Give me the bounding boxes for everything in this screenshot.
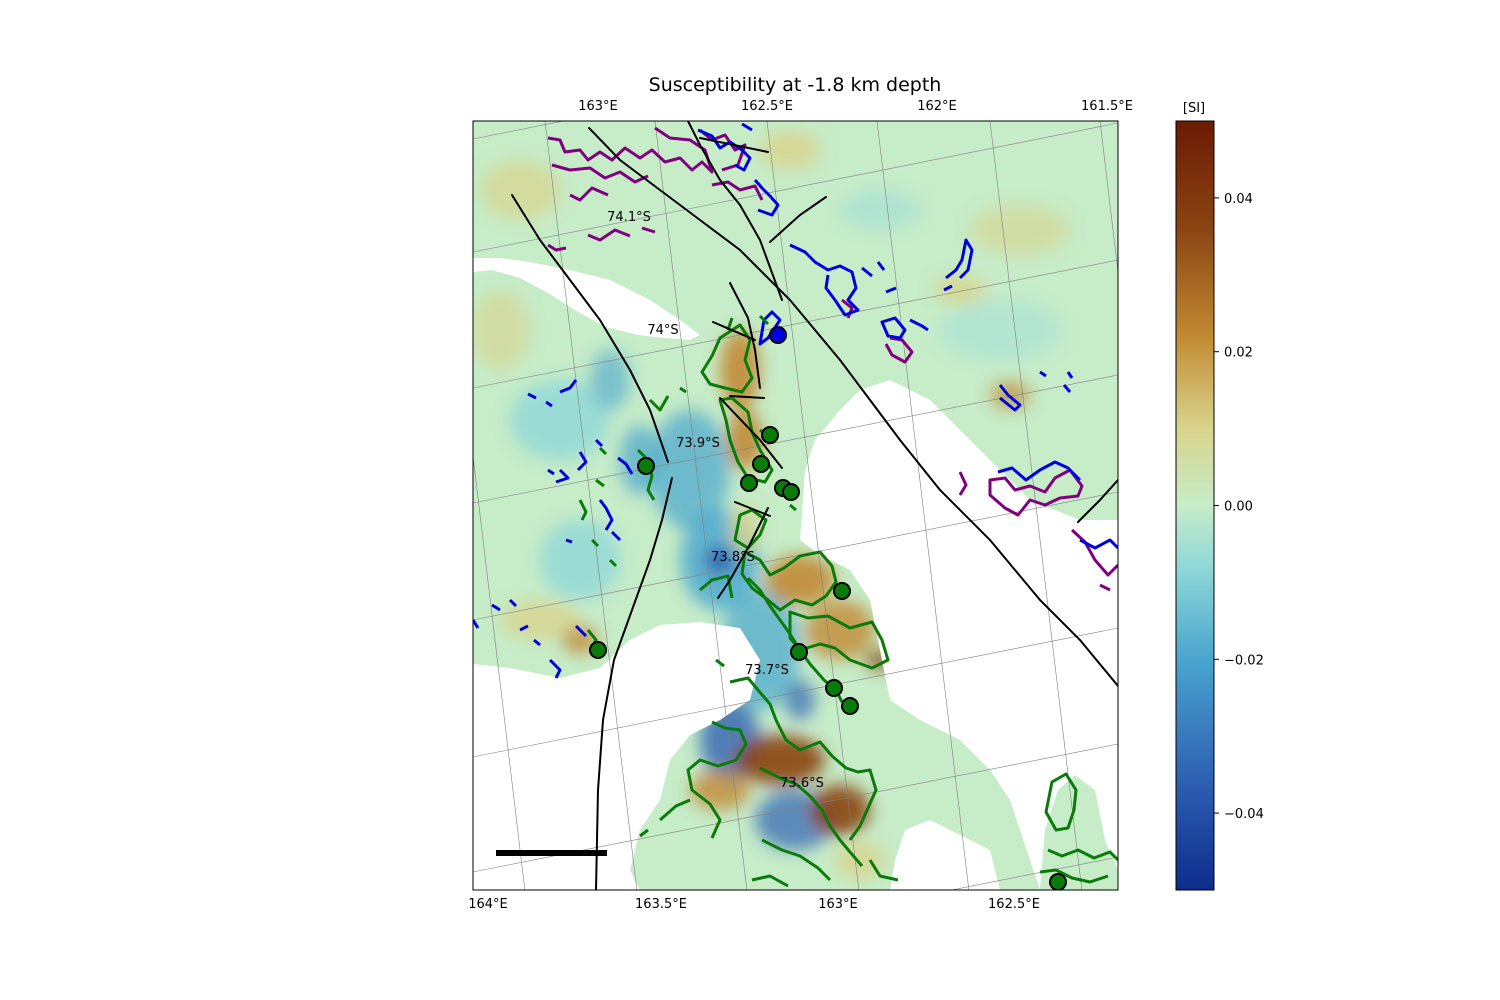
colorbar: [SI] 0.04 0.02 0.00 −0.02 −0.04 [1175, 101, 1264, 891]
lat-label: 74.1°S [607, 210, 651, 225]
lat-label: 74°S [647, 323, 678, 338]
colorbar-tick-label: 0.04 [1224, 192, 1253, 207]
colorbar-tick-label: −0.04 [1224, 807, 1264, 822]
colorbar-tick-label: 0.00 [1224, 500, 1253, 515]
lat-label: 73.6°S [780, 776, 824, 791]
station-marker [841, 697, 859, 715]
fault-lines [511, 121, 1118, 890]
lon-label-top: 161.5°E [1081, 99, 1133, 114]
station-markers [589, 326, 1067, 890]
station-marker [825, 679, 843, 697]
lon-label-top: 162.5°E [741, 99, 793, 114]
colorbar-tick-label: −0.02 [1224, 653, 1264, 668]
colorbar-unit-label: [SI] [1183, 101, 1205, 116]
lon-label-bottom: 162.5°E [988, 897, 1040, 912]
lon-label-bottom: 163°E [818, 897, 858, 912]
bottom-lon-labels: 164°E 163.5°E 163°E 162.5°E [468, 897, 1040, 912]
station-marker [637, 457, 655, 475]
lat-label: 73.8°S [711, 550, 755, 565]
green-outlines [578, 314, 1118, 888]
station-marker [589, 641, 607, 659]
station-marker [761, 426, 779, 444]
map-title: Susceptibility at -1.8 km depth [649, 74, 942, 96]
station-marker [782, 483, 800, 501]
lon-label-top: 162°E [917, 99, 957, 114]
colorbar-gradient [1175, 120, 1215, 891]
station-marker [752, 455, 770, 473]
station-marker [790, 643, 808, 661]
lon-label-bottom: 163.5°E [635, 897, 687, 912]
lat-label: 73.9°S [676, 436, 720, 451]
colorbar-ticks: 0.04 0.02 0.00 −0.02 −0.04 [1214, 192, 1264, 822]
map-panel: 74.1°S 74°S 73.9°S 73.8°S 73.7°S 73.6°S [473, 121, 1118, 890]
station-marker [769, 326, 787, 344]
colorbar-tick-label: 0.02 [1224, 346, 1253, 361]
lat-labels: 74.1°S 74°S 73.9°S 73.8°S 73.7°S 73.6°S [607, 210, 824, 791]
blue-outlines [473, 122, 1118, 679]
lat-label: 73.7°S [745, 663, 789, 678]
station-marker [740, 474, 758, 492]
lon-label-bottom: 164°E [468, 897, 508, 912]
scale-bar [496, 850, 607, 856]
top-lon-labels: 163°E 162.5°E 162°E 161.5°E [578, 99, 1133, 114]
station-marker [1049, 873, 1067, 890]
station-marker [833, 582, 851, 600]
lon-label-top: 163°E [578, 99, 618, 114]
map-frame [472, 120, 1119, 891]
